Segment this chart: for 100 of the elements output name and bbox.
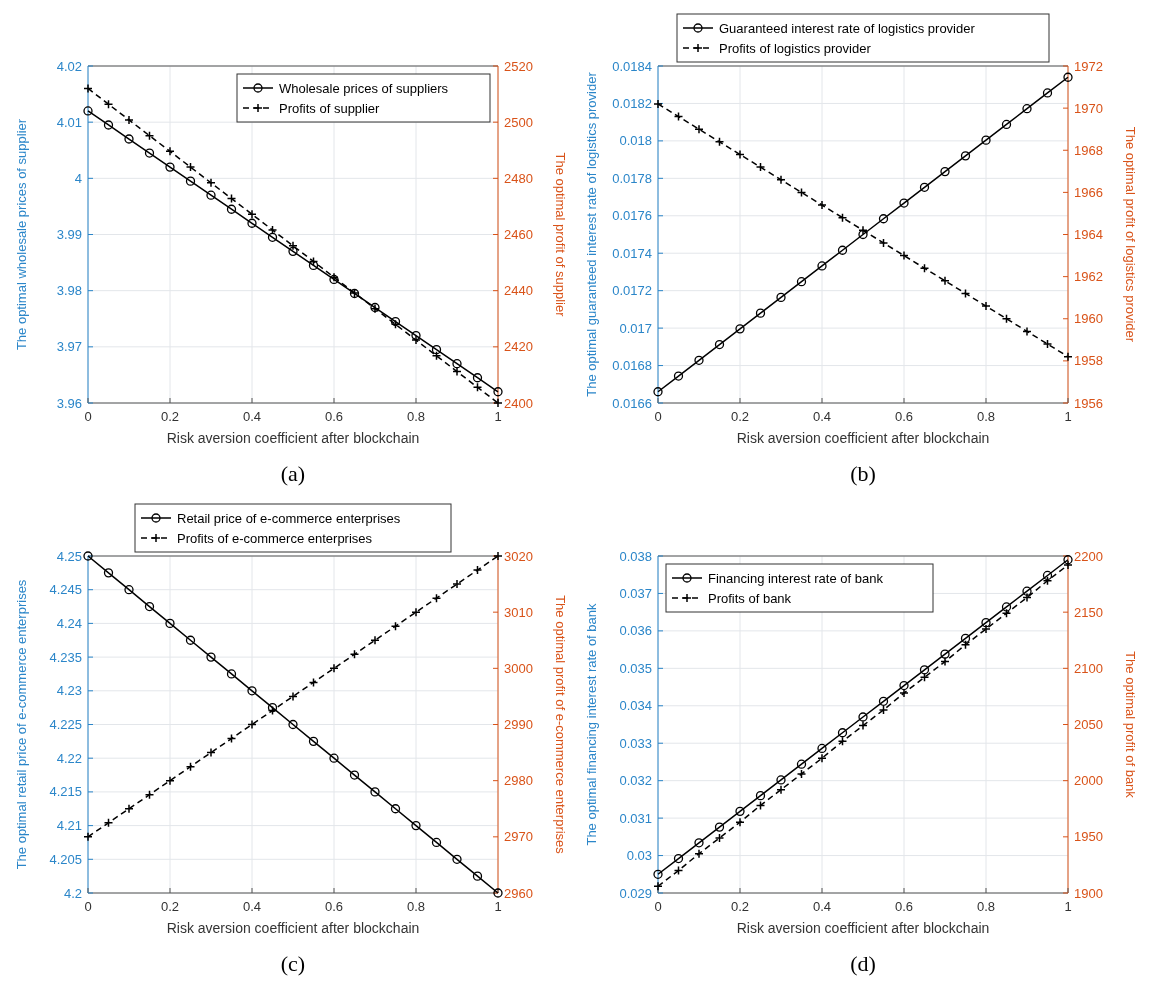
point [714,833,725,843]
x-tick-label: 0.4 [812,409,832,424]
y-tick-label: 4.22 [56,750,82,766]
y2-axis-title: The optimal profit of logistics provider [1123,126,1138,343]
point [206,190,216,200]
point [837,728,848,738]
y2-axis-title: The optimal profit of e-commerce enterprises [553,595,568,855]
point [1042,570,1053,581]
point [349,770,360,780]
point [796,769,807,779]
y2-tick-label: 2050 [1074,717,1103,733]
y-tick-label: 0.036 [619,623,652,639]
x-tick-label: 0 [654,899,662,914]
point [899,680,909,691]
point [878,696,889,706]
y2-tick-label: 1968 [1074,142,1103,158]
point [1001,119,1012,130]
point [83,106,93,116]
point [940,166,950,177]
point [714,822,725,832]
legend-label: Wholesale prices of suppliers [279,80,449,96]
point [919,263,930,273]
point [165,162,175,172]
x-tick-label: 0.8 [406,409,426,424]
point [226,669,237,679]
point [1022,326,1032,337]
y-tick-label: 0.033 [619,735,652,751]
y-tick-label: 0.0182 [612,95,652,111]
point [144,601,155,612]
point [714,137,725,147]
point [776,292,786,303]
point [288,691,298,702]
point [960,633,971,644]
y2-tick-label: 1956 [1074,395,1103,411]
y-tick-label: 0.038 [619,548,652,564]
y2-tick-label: 1970 [1074,100,1103,116]
point [735,149,745,160]
point [858,712,868,722]
y-tick-label: 0.0176 [612,208,652,224]
legend-label: Retail price of e-commerce enterprises [177,510,401,526]
point [1042,88,1053,98]
y2-axis-title: The optimal profit of supplier [553,152,568,318]
y-tick-label: 3.96 [56,395,82,411]
y-tick-label: 4.25 [56,548,82,564]
x-tick-label: 0.6 [894,409,914,424]
y2-tick-label: 2960 [504,885,533,901]
point [370,787,380,797]
y2-tick-label: 3020 [504,548,533,564]
point [288,246,298,256]
y-tick-label: 0.0174 [612,245,652,261]
point [817,261,827,271]
y-tick-label: 4.205 [49,851,82,867]
point [878,705,889,715]
y2-tick-label: 2200 [1074,548,1103,564]
point [817,743,827,754]
point [1001,602,1012,612]
point [452,854,462,864]
legend-label: Guaranteed interest rate of logistics provider [719,20,976,36]
y2-tick-label: 2520 [504,58,533,74]
x-tick-label: 0.8 [976,409,996,424]
point [103,818,114,828]
point [247,686,257,696]
point [206,652,216,662]
point [837,245,848,255]
point [411,330,421,341]
y2-tick-label: 1964 [1074,227,1103,243]
y-tick-label: 3.98 [56,283,82,299]
y-tick-label: 4.225 [49,717,82,733]
y-tick-label: 0.035 [619,660,652,676]
y2-tick-label: 1900 [1074,885,1103,901]
y-tick-label: 4.215 [49,784,82,800]
x-tick-label: 0.2 [730,899,750,914]
point [431,351,442,361]
legend-label: Profits of e-commerce enterprises [177,530,373,546]
y2-tick-label: 2000 [1074,773,1103,789]
y2-tick-label: 2970 [504,829,533,845]
text: (a) [280,461,306,486]
point [431,837,442,848]
y-tick-label: 0.017 [619,320,652,336]
x-tick-label: 0.4 [242,899,262,914]
point [1022,592,1032,603]
point [735,806,745,817]
point [83,83,93,94]
x-tick-label: 0.6 [894,899,914,914]
point [755,308,766,318]
point [124,585,134,595]
point [653,869,663,879]
point [472,373,483,383]
point [714,339,725,350]
point [858,720,868,731]
y-tick-label: 0.0168 [612,358,652,374]
y2-tick-label: 1950 [1074,829,1103,845]
y2-tick-label: 1958 [1074,353,1103,369]
y-tick-label: 0.0178 [612,170,652,186]
x-tick-label: 0.8 [976,899,996,914]
y2-tick-label: 2400 [504,395,533,411]
x-tick-label: 0 [84,899,92,914]
point [390,621,401,631]
point [1022,586,1032,596]
point [1001,314,1012,324]
